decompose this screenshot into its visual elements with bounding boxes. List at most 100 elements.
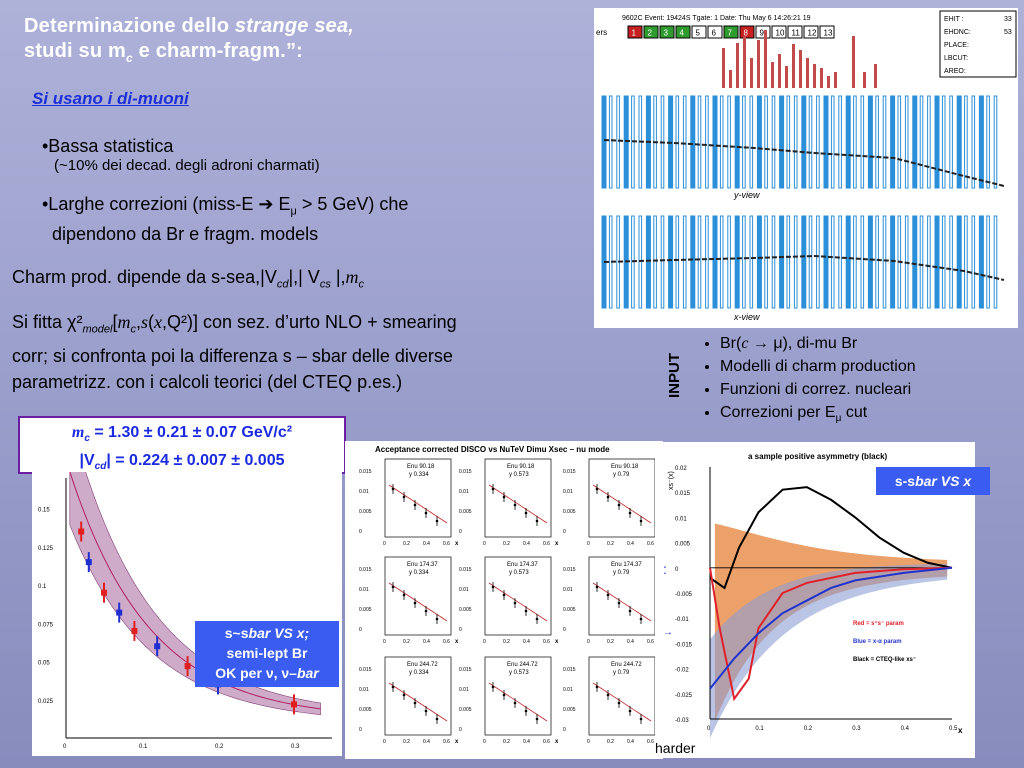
y-tick-label: -0.015 xyxy=(675,642,693,648)
subplot-energy-label: Enu 90.18 xyxy=(407,464,435,470)
event-button xyxy=(819,25,835,39)
hit-histogram-bar xyxy=(729,70,732,88)
y-tick-label: 0.01 xyxy=(563,489,573,495)
detector-plane xyxy=(756,95,762,189)
result-box: mc = 1.30 ± 0.21 ± 0.07 GeV/c² |Vcd| = 0… xyxy=(18,416,346,474)
y-tick-label: -0.025 xyxy=(675,693,693,699)
data-point xyxy=(116,609,123,616)
fit-description-text: Si fitta χ²model[mc,s(x,Q²)] con sez. d’… xyxy=(12,312,457,392)
y-tick-label: 0 xyxy=(459,727,462,733)
x-tick-label: 0.1 xyxy=(139,744,148,750)
x-tick-label: 0 xyxy=(383,639,386,645)
detector-plane xyxy=(853,215,857,309)
hit-histogram-bar xyxy=(827,76,830,88)
xsec-grid-panel: Acceptance corrected DISCO vs NuTeV Dimu… xyxy=(345,441,663,759)
detector-plane xyxy=(771,95,776,189)
xsec-grid-chart: Acceptance corrected DISCO vs NuTeV Dimu… xyxy=(359,445,663,745)
subplot-energy-label: Enu 174.37 xyxy=(611,562,642,568)
detector-plane xyxy=(653,215,657,309)
hit-histogram-bar xyxy=(792,44,795,88)
x-tick-label: 0.3 xyxy=(852,726,861,732)
y-tick-label: 0.01 xyxy=(563,687,573,693)
x-tick-label: 0.6 xyxy=(543,541,550,547)
x-tick-label: 0.2 xyxy=(503,639,510,645)
data-point xyxy=(491,585,495,589)
hidden-text: → xyxy=(663,627,673,638)
hit-histogram-bar xyxy=(863,72,866,88)
detector-plane xyxy=(912,95,918,189)
theory-curve xyxy=(488,484,548,524)
detector-plane xyxy=(934,215,940,309)
blue-param-band xyxy=(710,563,948,739)
y-tick-label: 0.015 xyxy=(563,667,576,673)
x-tick-label: 0.6 xyxy=(543,639,550,645)
detector-plane xyxy=(964,215,968,309)
y-tick-label: 0.015 xyxy=(675,491,691,497)
asym-chart-title: a sample positive asymmetry (black) xyxy=(748,452,888,461)
detector-plane xyxy=(712,215,718,309)
detector-plane xyxy=(682,215,687,309)
subplot-y-label: y 0.573 xyxy=(509,570,529,576)
subplot-energy-label: Enu 90.18 xyxy=(611,464,639,470)
subplot-frame xyxy=(384,656,452,736)
x-tick-label: 0 xyxy=(63,744,67,750)
y-tick-label: 0.005 xyxy=(459,509,472,515)
detector-plane xyxy=(838,215,842,309)
x-tick-label: 0.2 xyxy=(607,739,614,745)
data-point xyxy=(617,701,621,705)
y-tick-label: 0.01 xyxy=(359,489,369,495)
detector-plane xyxy=(668,215,674,309)
y-tick-label: 0 xyxy=(675,567,679,573)
detector-plane xyxy=(882,215,887,309)
subplot-y-label: y 0.334 xyxy=(409,670,429,676)
subplot-energy-label: Enu 174.37 xyxy=(507,562,538,568)
data-point xyxy=(639,519,643,523)
data-point xyxy=(184,663,191,670)
detector-plane xyxy=(956,215,962,309)
y-tick-label: 0 xyxy=(359,727,362,733)
detector-plane xyxy=(682,95,687,189)
hit-histogram-bar xyxy=(736,43,739,88)
data-point xyxy=(524,609,528,613)
detector-plane xyxy=(764,95,768,189)
x-tick-label: 0.4 xyxy=(523,541,530,547)
subplot-frame xyxy=(588,458,656,538)
data-point xyxy=(491,487,495,491)
muon-track xyxy=(603,139,1005,187)
input-item: Correzioni per Eμ cut xyxy=(720,401,916,430)
x-tick-label: 0.4 xyxy=(523,739,530,745)
slide-title: Determinazione dello strange sea, studi … xyxy=(24,15,355,65)
x-tick-label: 0 xyxy=(383,541,386,547)
input-item: Funzioni di correz. nucleari xyxy=(720,378,916,401)
hit-histogram-bar xyxy=(834,72,837,88)
hidden-text: harder xyxy=(655,740,696,756)
ssbar-label-box: s~sbar VS x; semi-lept Br OK per ν, ν–ba… xyxy=(195,621,339,687)
x-tick-label: 0.4 xyxy=(423,639,430,645)
event-info-label: EHDNC: xyxy=(944,29,971,36)
x-tick-label: 0 xyxy=(587,541,590,547)
y-tick-label: 0.01 xyxy=(675,516,687,522)
hit-histogram-bar xyxy=(874,64,877,88)
event-info-label: PLACE: xyxy=(944,42,969,49)
data-point xyxy=(595,487,599,491)
x-tick-label: 0.6 xyxy=(543,739,550,745)
event-button xyxy=(787,25,803,39)
event-button xyxy=(675,25,691,39)
y-tick-label: 0.005 xyxy=(459,607,472,613)
x-tick-label: 0.2 xyxy=(403,639,410,645)
data-point xyxy=(502,693,506,697)
detector-plane xyxy=(616,95,620,189)
detector-plane xyxy=(904,95,909,189)
detector-plane xyxy=(808,95,813,189)
detector-plane xyxy=(853,95,857,189)
detector-plane xyxy=(779,215,785,309)
detector-plane xyxy=(712,95,718,189)
detector-plane xyxy=(801,95,807,189)
series-line xyxy=(709,566,953,690)
y-tick-label: 0 xyxy=(563,627,566,633)
charm-production-text: Charm prod. dipende da s-sea,|Vcd|,| Vcs… xyxy=(12,267,364,291)
y-tick-label: 0.025 xyxy=(38,699,54,705)
x-tick-label: 0 xyxy=(587,739,590,745)
detector-plane xyxy=(971,95,976,189)
y-tick-label: 0.01 xyxy=(359,587,369,593)
